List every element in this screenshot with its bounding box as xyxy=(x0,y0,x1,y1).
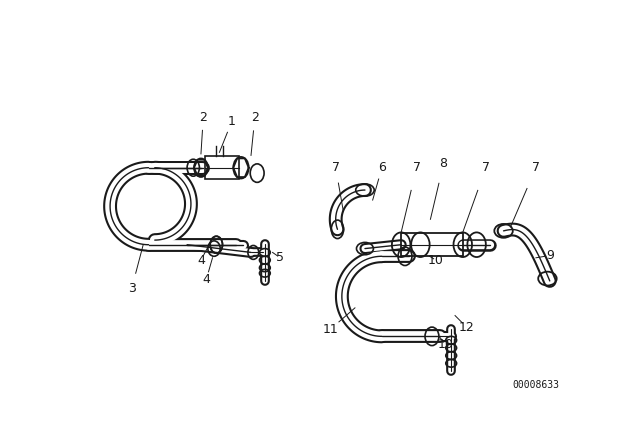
Text: 9: 9 xyxy=(546,249,554,262)
Text: 7: 7 xyxy=(413,161,420,174)
Text: 3: 3 xyxy=(128,282,136,295)
Bar xyxy=(205,156,239,179)
Text: 7: 7 xyxy=(332,161,340,174)
Text: 8: 8 xyxy=(440,157,447,170)
Text: 7: 7 xyxy=(532,161,540,174)
Text: 10: 10 xyxy=(438,338,454,351)
Text: 2: 2 xyxy=(199,111,207,124)
Text: 10: 10 xyxy=(428,254,444,267)
Text: 6: 6 xyxy=(378,161,386,174)
Text: 00008633: 00008633 xyxy=(513,380,559,390)
Bar xyxy=(401,233,463,256)
Text: 2: 2 xyxy=(251,111,259,124)
Text: 7: 7 xyxy=(482,161,490,174)
Text: 4: 4 xyxy=(202,273,211,286)
Text: 4: 4 xyxy=(197,254,205,267)
Text: 12: 12 xyxy=(459,321,474,334)
Text: 5: 5 xyxy=(276,251,284,264)
Text: 11: 11 xyxy=(323,323,338,336)
Text: 1: 1 xyxy=(228,115,236,128)
